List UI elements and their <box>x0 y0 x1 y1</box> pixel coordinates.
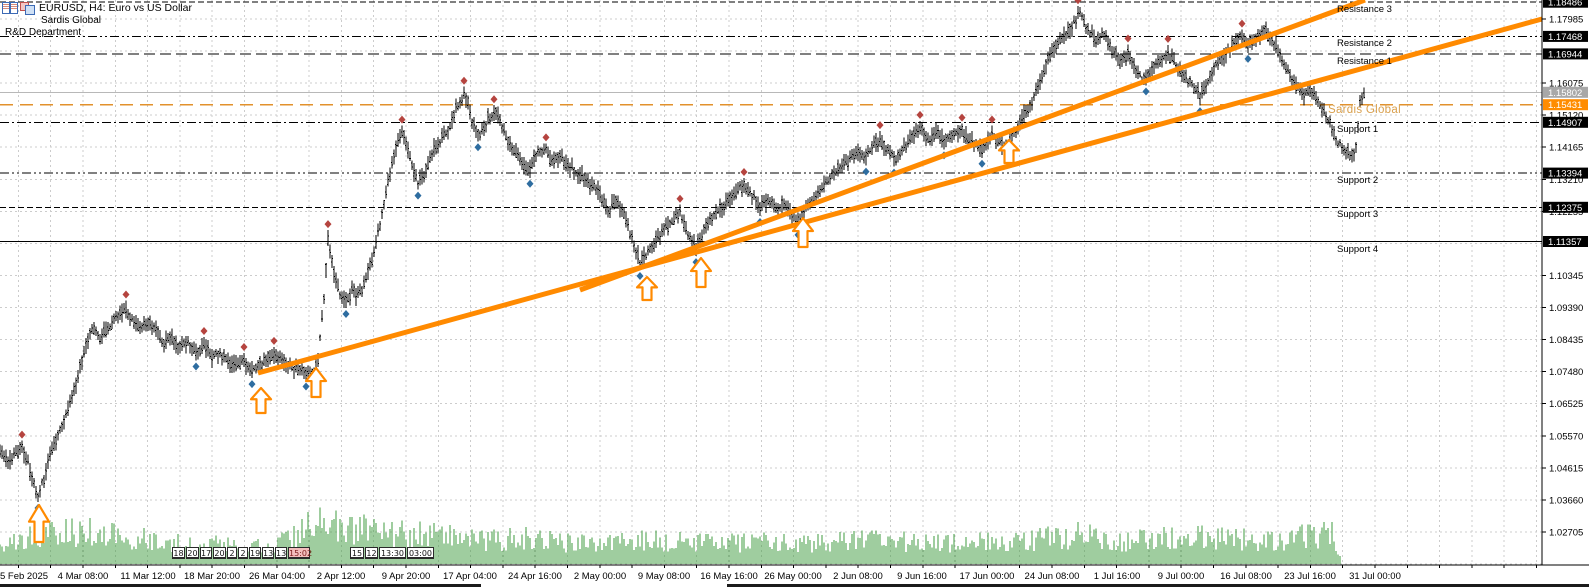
bottom-panel-edge-left <box>0 584 481 587</box>
grid <box>0 0 1542 565</box>
event-marker-3[interactable]: 17 <box>200 547 212 559</box>
price-bars <box>0 6 1365 502</box>
svg-text:4 Mar 08:00: 4 Mar 08:00 <box>58 571 109 582</box>
level-label-resistance-1[interactable]: Resistance 1 <box>1337 56 1392 67</box>
svg-text:17 Apr 04:00: 17 Apr 04:00 <box>443 571 497 582</box>
event-marker-9[interactable]: 13 <box>275 547 287 559</box>
level-label-support-1[interactable]: Support 1 <box>1337 124 1379 135</box>
signal-arrow-5[interactable] <box>689 256 713 289</box>
svg-text:16 May 16:00: 16 May 16:00 <box>700 571 758 582</box>
svg-text:26 May 00:00: 26 May 00:00 <box>764 571 822 582</box>
svg-text:9 May 08:00: 9 May 08:00 <box>638 571 690 582</box>
svg-text:23 Jul 16:00: 23 Jul 16:00 <box>1284 571 1336 582</box>
svg-text:1.17468: 1.17468 <box>1548 32 1582 43</box>
time-axis[interactable]: 5 Feb 2025 4 Mar 08:00 11 Mar 12:00 18 Mar … <box>0 565 1537 582</box>
svg-text:1.14907: 1.14907 <box>1548 118 1582 129</box>
svg-text:16 Jul 08:00: 16 Jul 08:00 <box>1220 571 1272 582</box>
svg-text:1.08435: 1.08435 <box>1549 335 1583 346</box>
event-marker-4[interactable]: 20 <box>213 547 226 559</box>
svg-text:1.12375: 1.12375 <box>1548 203 1582 214</box>
svg-text:1.03660: 1.03660 <box>1549 495 1583 506</box>
event-marker-8[interactable]: 13 <box>262 547 274 559</box>
comment-line-1: Sardis Global <box>41 15 102 26</box>
event-marker-14[interactable]: 03:00 <box>407 547 434 559</box>
svg-text:5 Feb 2025: 5 Feb 2025 <box>0 571 48 582</box>
one-click-trading-icon[interactable] <box>20 1 36 15</box>
svg-text:1.02705: 1.02705 <box>1549 527 1583 538</box>
svg-text:2 Apr 12:00: 2 Apr 12:00 <box>317 571 366 582</box>
level-label-support-2[interactable]: Support 2 <box>1337 175 1379 186</box>
svg-text:1.13210: 1.13210 <box>1549 175 1583 186</box>
svg-text:9 Apr 20:00: 9 Apr 20:00 <box>382 571 431 582</box>
svg-text:1.15431: 1.15431 <box>1548 100 1582 111</box>
depth-of-market-icon[interactable] <box>2 2 18 14</box>
svg-text:1.18486: 1.18486 <box>1548 0 1582 9</box>
trendline-steep[interactable] <box>579 0 1366 293</box>
svg-text:1.10345: 1.10345 <box>1549 271 1583 282</box>
signal-arrow-2[interactable] <box>249 386 273 415</box>
svg-text:2 Jun 08:00: 2 Jun 08:00 <box>833 571 883 582</box>
signal-arrow-6[interactable] <box>791 216 815 249</box>
event-marker-1[interactable]: 18 <box>172 547 185 559</box>
event-marker-6[interactable]: 2 <box>238 547 248 559</box>
svg-text:1.13394: 1.13394 <box>1548 169 1582 180</box>
event-marker-11[interactable]: 15 <box>350 547 364 559</box>
signal-arrow-1[interactable] <box>27 503 51 544</box>
sardis-line-label[interactable]: Sardis Global <box>1328 104 1401 116</box>
svg-text:24 Jun 08:00: 24 Jun 08:00 <box>1025 571 1080 582</box>
svg-text:1.15120: 1.15120 <box>1549 111 1583 122</box>
svg-text:1.06525: 1.06525 <box>1549 399 1583 410</box>
svg-text:17 Jun 00:00: 17 Jun 00:00 <box>960 571 1015 582</box>
svg-text:1.11357: 1.11357 <box>1548 237 1582 248</box>
level-label-support-3[interactable]: Support 3 <box>1337 209 1379 220</box>
svg-text:9 Jun 16:00: 9 Jun 16:00 <box>897 571 947 582</box>
svg-text:9 Jul 00:00: 9 Jul 00:00 <box>1158 571 1204 582</box>
svg-text:11 Mar 12:00: 11 Mar 12:00 <box>120 571 175 582</box>
svg-text:1.17985: 1.17985 <box>1549 15 1583 26</box>
event-marker-12[interactable]: 12 <box>365 547 378 559</box>
chart-title-bar: EURUSD, H4: Euro vs US Dollar <box>2 1 192 15</box>
svg-text:31 Jul 00:00: 31 Jul 00:00 <box>1349 571 1401 582</box>
level-label-resistance-2[interactable]: Resistance 2 <box>1337 38 1392 49</box>
signal-arrow-7[interactable] <box>997 138 1021 165</box>
svg-text:18 Mar 20:00: 18 Mar 20:00 <box>184 571 240 582</box>
chart-symbol-title: EURUSD, H4: <box>39 1 106 14</box>
level-label-resistance-3[interactable]: Resistance 3 <box>1337 4 1392 15</box>
svg-text:1.15802: 1.15802 <box>1548 88 1582 99</box>
event-marker-5[interactable]: 2 <box>227 547 237 559</box>
svg-text:1.07480: 1.07480 <box>1549 367 1583 378</box>
svg-text:1.05570: 1.05570 <box>1549 431 1583 442</box>
signal-arrow-4[interactable] <box>635 275 659 302</box>
level-label-support-4[interactable]: Support 4 <box>1337 244 1379 255</box>
svg-text:1 Jul 16:00: 1 Jul 16:00 <box>1094 571 1140 582</box>
chart-symbol-description: Euro vs US Dollar <box>108 1 192 14</box>
event-marker-13[interactable]: 13:30 <box>379 547 406 559</box>
svg-text:2 May 00:00: 2 May 00:00 <box>574 571 626 582</box>
event-marker-2[interactable]: 20 <box>186 547 199 559</box>
comment-line-2: R&D Department <box>5 27 82 38</box>
svg-text:1.16075: 1.16075 <box>1549 79 1583 90</box>
svg-text:1.04615: 1.04615 <box>1549 463 1583 474</box>
svg-text:1.14165: 1.14165 <box>1549 143 1583 154</box>
trendline-shallow[interactable] <box>257 16 1543 376</box>
svg-text:1.09390: 1.09390 <box>1549 303 1583 314</box>
bottom-panel-edge-right <box>727 584 1589 587</box>
signal-arrow-3[interactable] <box>304 366 328 399</box>
event-marker-7[interactable]: 19 <box>249 547 261 559</box>
svg-text:24 Apr 16:00: 24 Apr 16:00 <box>508 571 562 582</box>
svg-text:26 Mar 04:00: 26 Mar 04:00 <box>249 571 305 582</box>
event-marker-10[interactable]: 15:02 <box>288 547 313 559</box>
svg-text:1.16944: 1.16944 <box>1548 49 1582 60</box>
